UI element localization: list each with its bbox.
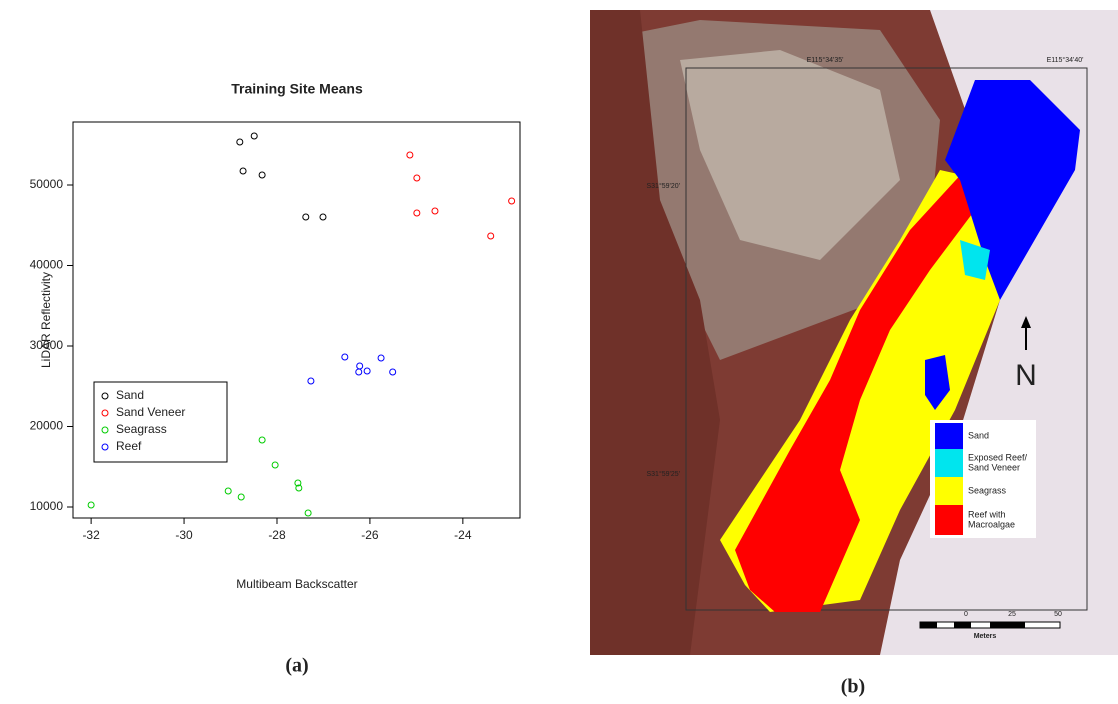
legend-marker [101,392,109,400]
scale-label: 50 [1054,611,1062,618]
legend-box [93,381,228,463]
caption: (a) [285,655,308,677]
map-texture [680,50,900,260]
north-label: N [1015,359,1037,392]
point [250,132,258,140]
point [307,377,315,385]
map-legend-label: Reef with [968,509,1006,519]
map-legend-label: Sand [968,430,989,440]
point [87,501,95,509]
map-coord: E115°34'40' [1047,56,1084,64]
legend-label: Sand Veneer [116,405,185,419]
point [356,362,364,370]
map-legend-swatch [935,423,963,449]
y-tick-label: 40000 [30,258,64,272]
legend-marker [101,409,109,417]
point [258,436,266,444]
map-legend-label: Macroalgae [968,519,1015,529]
y-tick-label: 30000 [30,338,64,352]
map-legend-label: Exposed Reef/ [968,452,1028,462]
x-tick-label: -28 [268,528,286,542]
x-tick-label: -24 [454,528,472,542]
x-axis-label: Multibeam Backscatter [236,577,357,591]
map-coord: E115°34'35' [807,56,844,64]
caption: (b) [841,676,865,698]
point [302,213,310,221]
point [355,368,363,376]
point [319,213,327,221]
scale-label: 25 [1008,611,1016,618]
point [341,353,349,361]
point [258,171,266,179]
legend-label: Sand [116,388,144,402]
class-reef [735,170,975,612]
map-coord: S31°59'25' [647,470,681,478]
point [413,209,421,217]
legend-marker [101,426,109,434]
map-legend-swatch [935,477,963,505]
point [431,207,439,215]
point [271,461,279,469]
y-tick-label: 20000 [30,419,64,433]
map-frame [685,67,1088,611]
legend-label: Reef [116,439,142,453]
plot-frame [72,121,521,519]
map-texture [590,10,720,655]
point [237,493,245,501]
scale-bar [919,621,1061,629]
x-tick-label: -30 [175,528,193,542]
class-veneer [960,240,990,280]
north-arrow-head [1021,316,1031,328]
legend-marker [101,443,109,451]
point [389,368,397,376]
map-legend-label: Seagrass [968,485,1007,495]
point [294,479,302,487]
point [377,354,385,362]
map-legend-swatch [935,505,963,535]
point [487,232,495,240]
point [304,509,312,517]
class-sand [945,80,1080,300]
scale-unit: Meters [974,633,997,640]
class-sand [925,355,950,410]
point [236,138,244,146]
scale-label: 0 [964,611,968,618]
map-legend-label: Sand Veneer [968,462,1020,472]
point [413,174,421,182]
point [295,484,303,492]
map-legend-swatch [935,449,963,477]
y-tick-label: 50000 [30,177,64,191]
legend-label: Seagrass [116,422,167,436]
point [224,487,232,495]
y-axis-label: LiDAR Reflectivity [39,272,53,368]
chart-title: Training Site Means [231,81,363,97]
y-tick-label: 10000 [30,499,64,513]
point [406,151,414,159]
point [363,367,371,375]
map-coord: S31°59'20' [647,182,681,190]
point [239,167,247,175]
x-tick-label: -32 [82,528,100,542]
point [508,197,516,205]
x-tick-label: -26 [361,528,379,542]
map: N E115°34'35' E115°34'40' S31°59'20' S31… [590,10,1118,655]
